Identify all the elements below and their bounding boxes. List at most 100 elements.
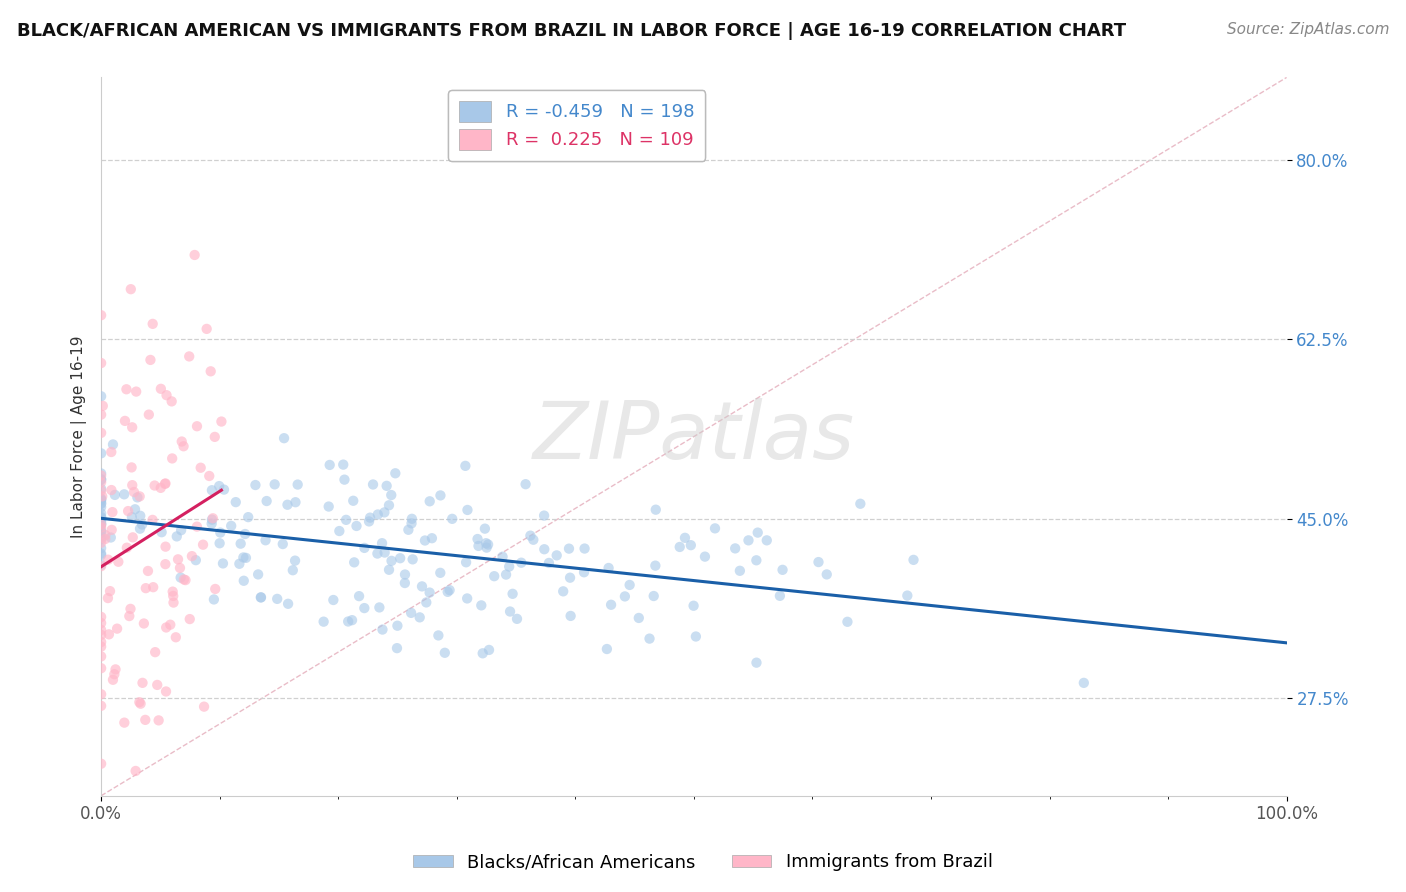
Point [553,584,575,599]
Point [470,599,492,613]
Point [337,615,360,629]
Point [90,509,112,524]
Point [90,558,112,572]
Point [128,695,150,709]
Point [477,537,499,551]
Point [394,576,416,591]
Point [118,609,141,624]
Point [90,548,112,562]
Point [201,513,224,527]
Point [263,477,285,491]
Point [162,584,184,599]
Point [772,563,794,577]
Point [346,519,368,533]
Point [333,473,356,487]
Point [90,640,112,654]
Point [90,547,112,561]
Point [134,713,156,727]
Point [312,615,335,629]
Point [103,667,125,681]
Point [378,563,401,577]
Point [212,483,235,497]
Point [335,513,357,527]
Point [101,437,124,451]
Point [815,567,838,582]
Point [179,612,201,626]
Point [90,493,112,508]
Point [427,628,450,642]
Point [121,510,143,524]
Point [266,591,288,606]
Point [107,555,129,569]
Point [169,571,191,585]
Point [429,566,451,580]
Point [160,451,183,466]
Point [250,591,273,605]
Point [219,519,242,533]
Point [90,628,112,642]
Point [389,551,412,566]
Point [98,584,121,599]
Point [170,434,193,449]
Point [353,601,375,615]
Point [208,536,231,550]
Point [142,317,165,331]
Point [191,538,214,552]
Point [515,477,537,491]
Point [166,529,188,543]
Point [173,439,195,453]
Point [498,559,520,574]
Point [546,549,568,563]
Point [399,606,422,620]
Point [572,566,595,580]
Legend: R = -0.459   N = 198, R =  0.225   N = 109: R = -0.459 N = 198, R = 0.225 N = 109 [449,90,706,161]
Point [97,591,120,605]
Point [90,425,112,440]
Point [101,505,124,519]
Point [195,322,218,336]
Point [90,649,112,664]
Point [153,476,176,491]
Point [91,399,114,413]
Point [90,756,112,771]
Point [200,364,222,378]
Point [155,388,177,402]
Point [353,541,375,555]
Point [613,590,636,604]
Point [254,533,277,548]
Point [117,504,139,518]
Point [198,469,221,483]
Point [281,563,304,577]
Point [90,524,112,538]
Point [165,630,187,644]
Point [533,542,555,557]
Point [1073,676,1095,690]
Point [467,539,489,553]
Point [558,541,581,556]
Point [366,547,388,561]
Point [375,479,398,493]
Point [90,525,112,540]
Point [90,491,112,506]
Point [208,479,231,493]
Point [90,517,112,532]
Point [90,517,112,532]
Point [90,500,112,514]
Point [148,714,170,728]
Point [90,308,112,322]
Point [361,477,384,491]
Point [644,558,666,573]
Point [371,623,394,637]
Point [238,510,260,524]
Point [357,515,380,529]
Point [284,554,307,568]
Point [121,460,143,475]
Point [745,656,768,670]
Point [201,511,224,525]
Point [101,673,124,687]
Point [124,502,146,516]
Point [90,559,112,574]
Point [132,616,155,631]
Point [155,684,177,698]
Point [128,490,150,504]
